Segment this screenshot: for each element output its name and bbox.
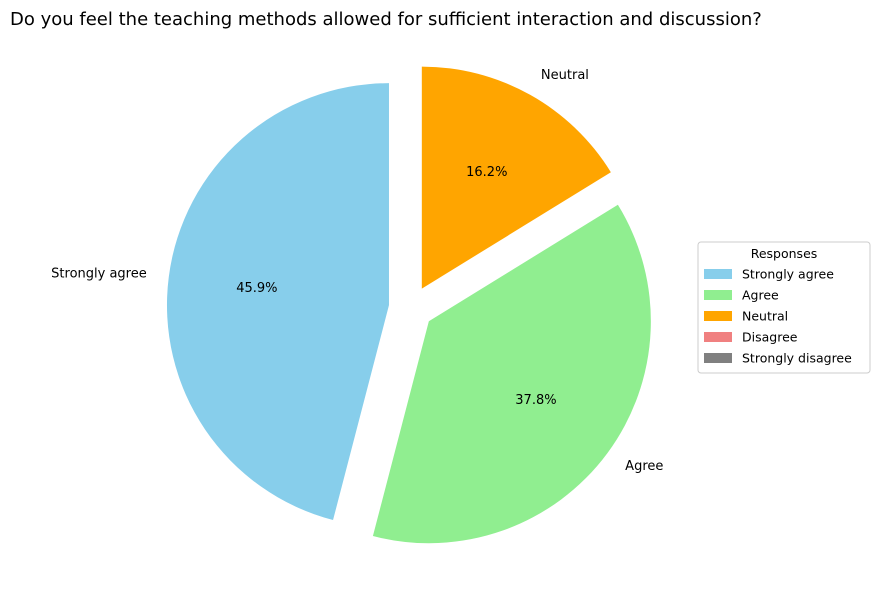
- legend-label-agree: Agree: [742, 288, 779, 303]
- pie-slices: [166, 66, 651, 544]
- legend-swatch-neutral: [704, 311, 732, 321]
- pct-label-neutral: 16.2%: [466, 165, 507, 180]
- pie-slice-agree: [372, 204, 651, 544]
- legend-swatch-disagree: [704, 332, 732, 342]
- legend-label-strongly-agree: Strongly agree: [742, 267, 834, 282]
- slice-label-neutral: Neutral: [541, 68, 589, 83]
- pie-slice-strongly-agree: [166, 83, 389, 521]
- legend-label-strongly-disagree: Strongly disagree: [742, 351, 852, 366]
- legend-label-disagree: Disagree: [742, 330, 798, 345]
- legend-frame: [697, 241, 871, 374]
- pct-label-strongly-agree: 45.9%: [236, 281, 277, 296]
- pie-labels: Strongly agree 45.9% Agree 37.8% Neutral 16.2…: [51, 68, 663, 474]
- chart-title: Do you feel the teaching methods allowed…: [10, 9, 762, 30]
- legend-swatch-agree: [704, 290, 732, 300]
- legend-title: Responses: [751, 246, 818, 261]
- legend: Responses Strongly agree Agree Neutral Disa…: [697, 241, 871, 374]
- pct-label-agree: 37.8%: [515, 393, 556, 408]
- legend-label-neutral: Neutral: [742, 309, 788, 324]
- slice-label-agree: Agree: [625, 459, 663, 474]
- pie-slice-neutral: [421, 66, 611, 289]
- legend-swatch-strongly-agree: [704, 269, 732, 279]
- slice-label-strongly-agree: Strongly agree: [51, 267, 147, 282]
- legend-swatch-strongly-disagree: [704, 353, 732, 363]
- legend-items: Strongly agree Agree Neutral Disagree Strong…: [704, 267, 852, 366]
